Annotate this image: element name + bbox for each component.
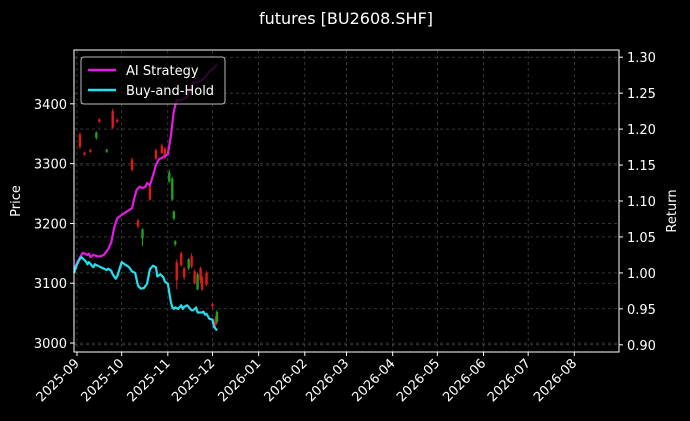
candle-body [83,152,86,155]
left-tick-label: 3300 [34,158,67,173]
candle-body [168,172,171,182]
candle-body [196,274,199,290]
candle-body [136,220,140,227]
candle-body [175,262,178,281]
candle-body [160,145,164,153]
candle-body [78,134,82,147]
candle-body [174,241,177,245]
candle-body [180,253,183,266]
candle-body [200,277,204,290]
right-axis-label: Return [665,189,680,232]
left-tick-label: 3400 [34,98,67,113]
candle-body [214,319,217,326]
candle-body [105,149,108,152]
legend-label-ai-strategy: AI Strategy [126,64,199,79]
candle-body [141,229,144,239]
right-tick-label: 1.25 [627,87,656,102]
left-tick-label: 3000 [34,337,67,352]
candle-body [148,186,152,200]
candle-body [111,110,114,128]
candle-body [215,311,219,323]
right-tick-label: 1.30 [627,51,656,66]
legend-box [80,56,226,105]
candle-body [205,272,208,285]
right-tick-label: 0.90 [627,339,656,354]
candle-body [172,211,175,219]
legend-label-buy-and-hold: Buy-and-Hold [126,84,214,99]
candle-body [199,268,202,281]
right-tick-label: 1.20 [627,123,656,138]
left-axis-label: Price [9,185,24,217]
right-tick-label: 0.95 [627,303,656,318]
series-line-buy-and-hold [72,256,218,332]
candle-body [171,178,174,200]
legend: AI Strategy Buy-and-Hold [80,56,226,105]
candle-body [98,119,101,122]
candle-body [190,256,193,267]
left-y-axis: 3000 3100 3200 3300 3400 [34,98,74,352]
candlesticks [78,108,219,329]
candle-body [182,268,186,278]
right-tick-label: 1.00 [627,267,656,282]
candle-body [154,150,158,159]
left-tick-label: 3100 [34,277,67,292]
candle-body [89,149,92,152]
right-tick-label: 1.15 [627,159,656,174]
candle-body [211,304,214,306]
right-y-axis: 0.90 0.95 1.00 1.05 1.10 1.15 1.20 1.25 1.30 [619,51,656,354]
candle-body [95,132,98,138]
right-tick-label: 1.10 [627,195,656,210]
candle-body [130,159,134,170]
right-tick-label: 1.05 [627,231,656,246]
left-tick-label: 3200 [34,217,67,232]
candle-body [115,119,119,122]
candle-body [163,148,167,158]
candle-body [187,259,190,269]
chart-title: futures [BU2608.SHF] [259,9,433,28]
candle-body [193,271,196,284]
